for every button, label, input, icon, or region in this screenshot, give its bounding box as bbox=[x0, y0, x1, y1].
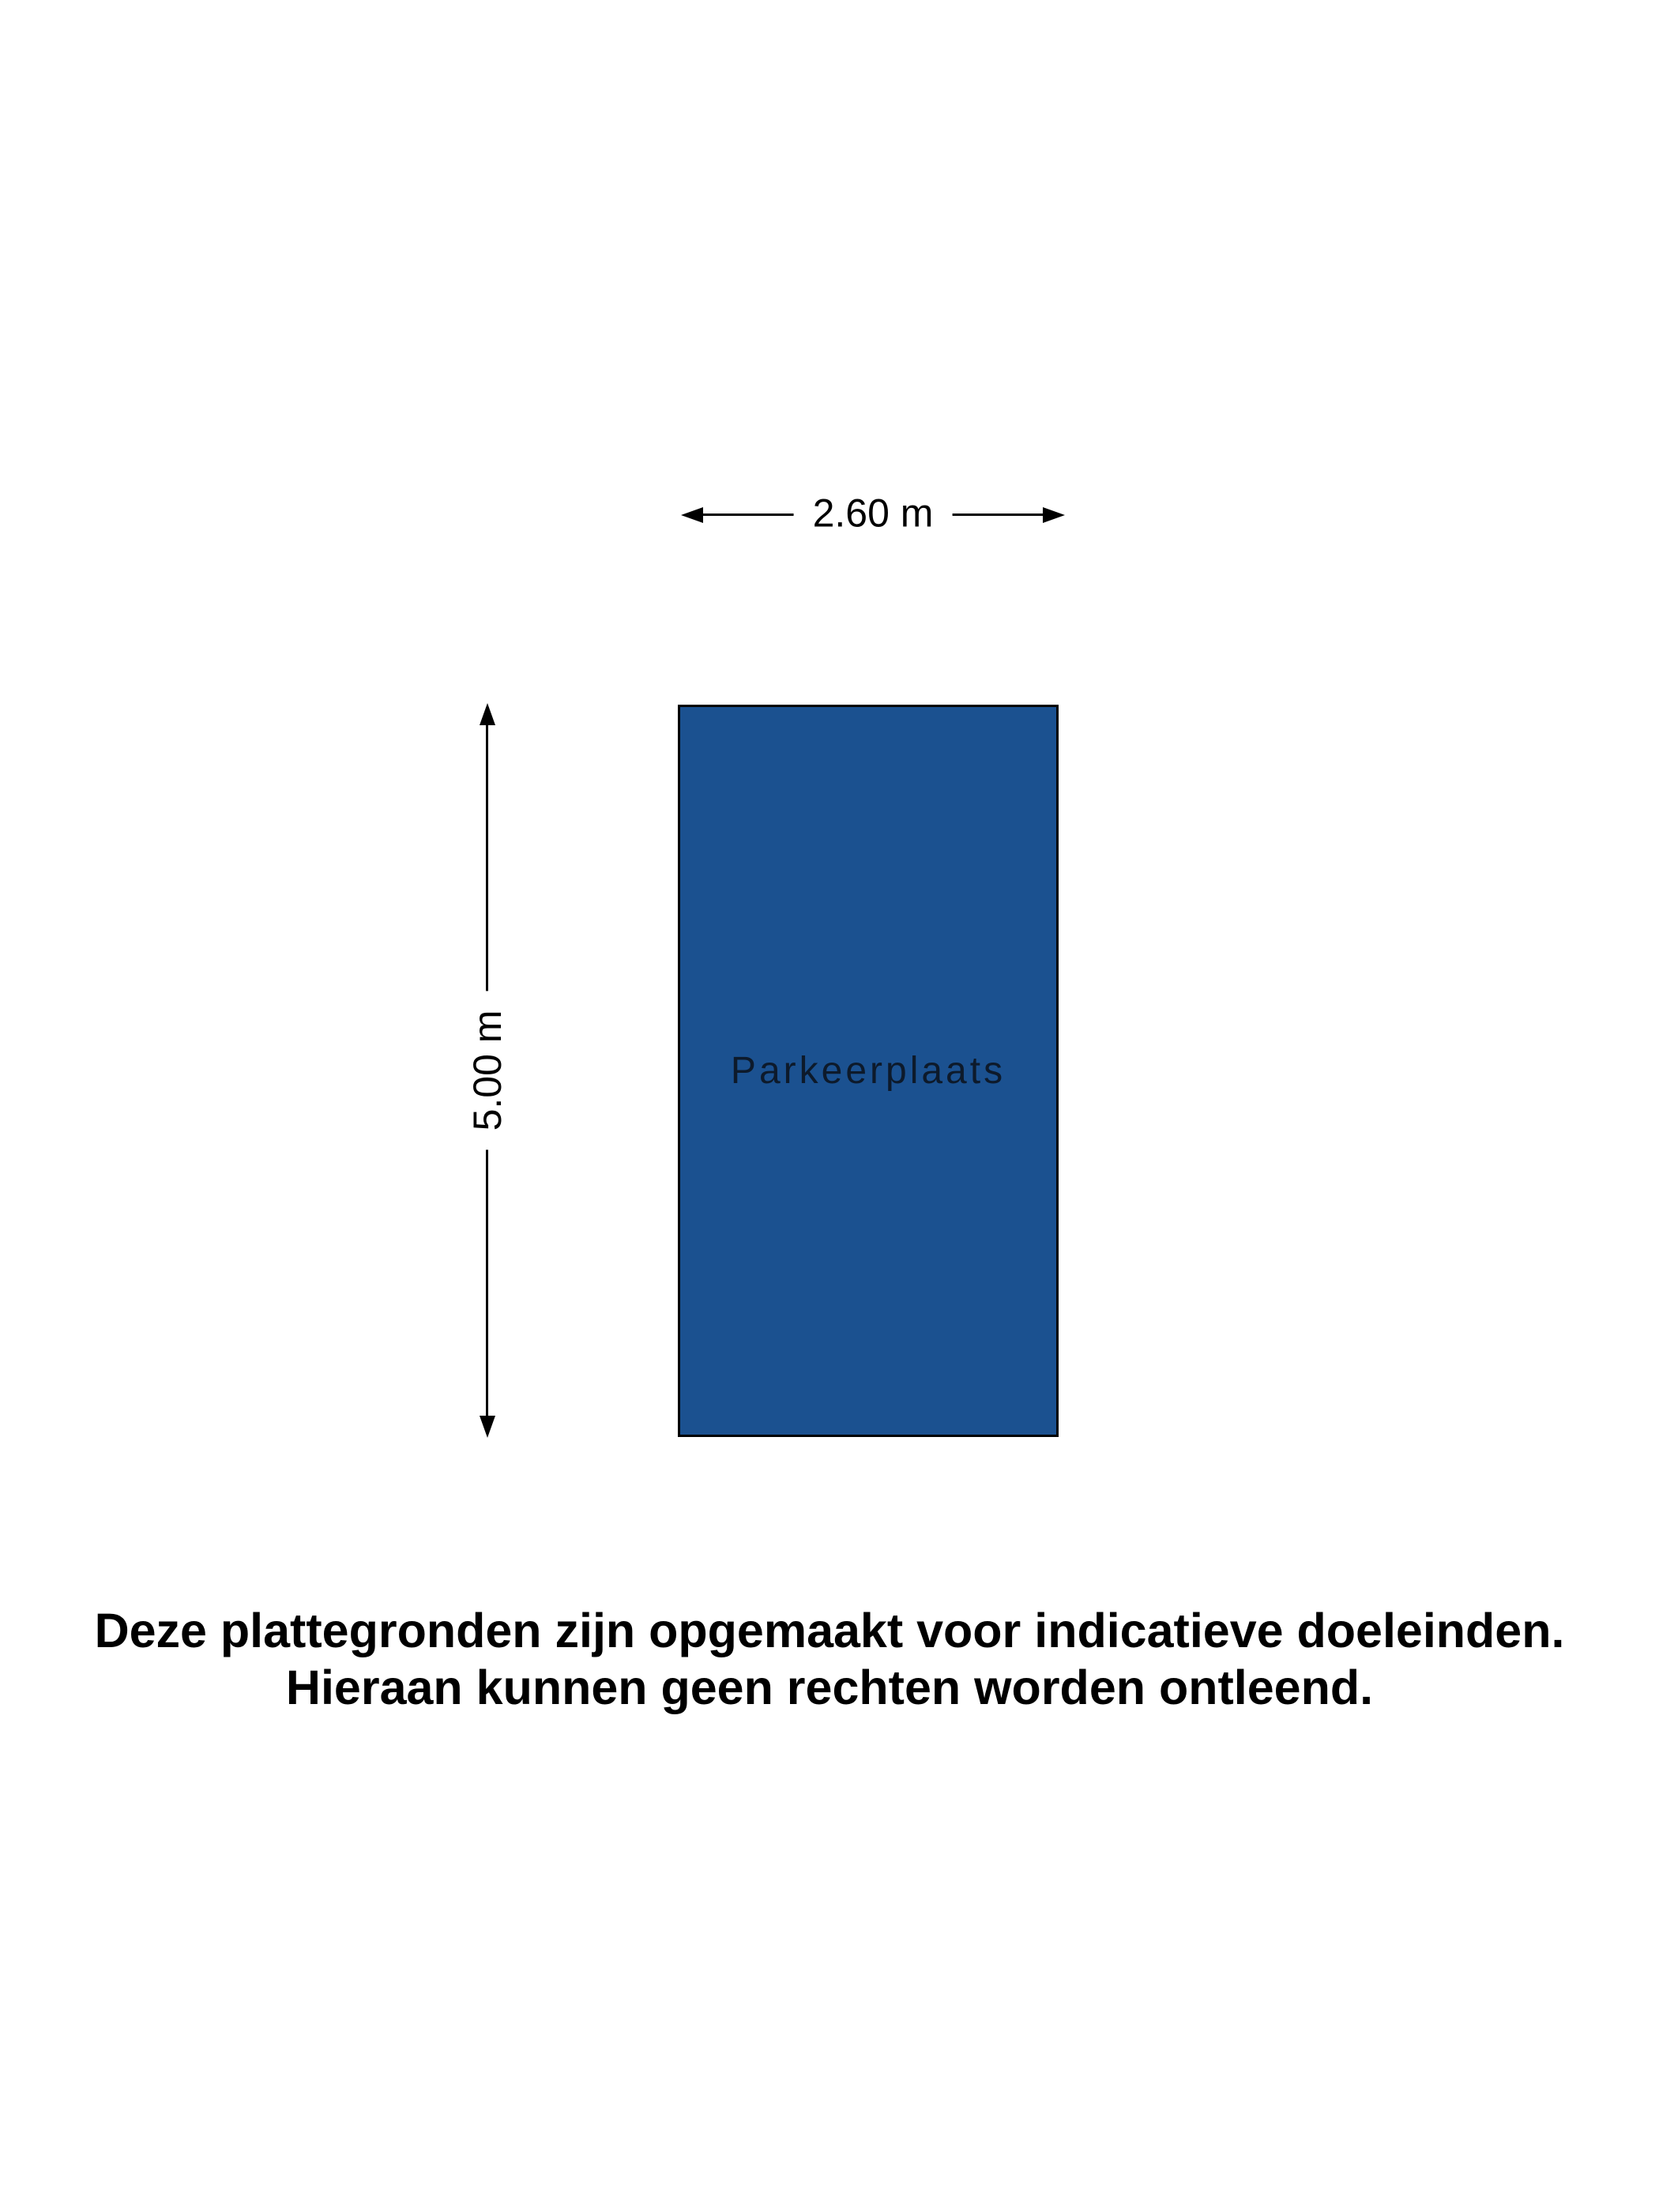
width-dimension-label: 2.60 m bbox=[793, 488, 953, 538]
height-dimension: 5.00 m bbox=[463, 703, 512, 1438]
arrow-left-icon bbox=[681, 507, 703, 523]
arrow-down-icon bbox=[480, 1416, 495, 1438]
parking-space-label: Parkeerplaats bbox=[730, 1050, 1006, 1092]
parking-space-room: Parkeerplaats bbox=[678, 705, 1059, 1437]
disclaimer-line-1: Deze plattegronden zijn opgemaakt voor i… bbox=[94, 1604, 1565, 1657]
arrow-up-icon bbox=[480, 703, 495, 725]
height-dimension-label: 5.00 m bbox=[463, 991, 512, 1150]
arrow-right-icon bbox=[1043, 507, 1065, 523]
width-dimension: 2.60 m bbox=[681, 488, 1065, 538]
disclaimer: Deze plattegronden zijn opgemaakt voor i… bbox=[0, 1602, 1659, 1716]
disclaimer-line-2: Hieraan kunnen geen rechten worden ontle… bbox=[285, 1661, 1374, 1714]
